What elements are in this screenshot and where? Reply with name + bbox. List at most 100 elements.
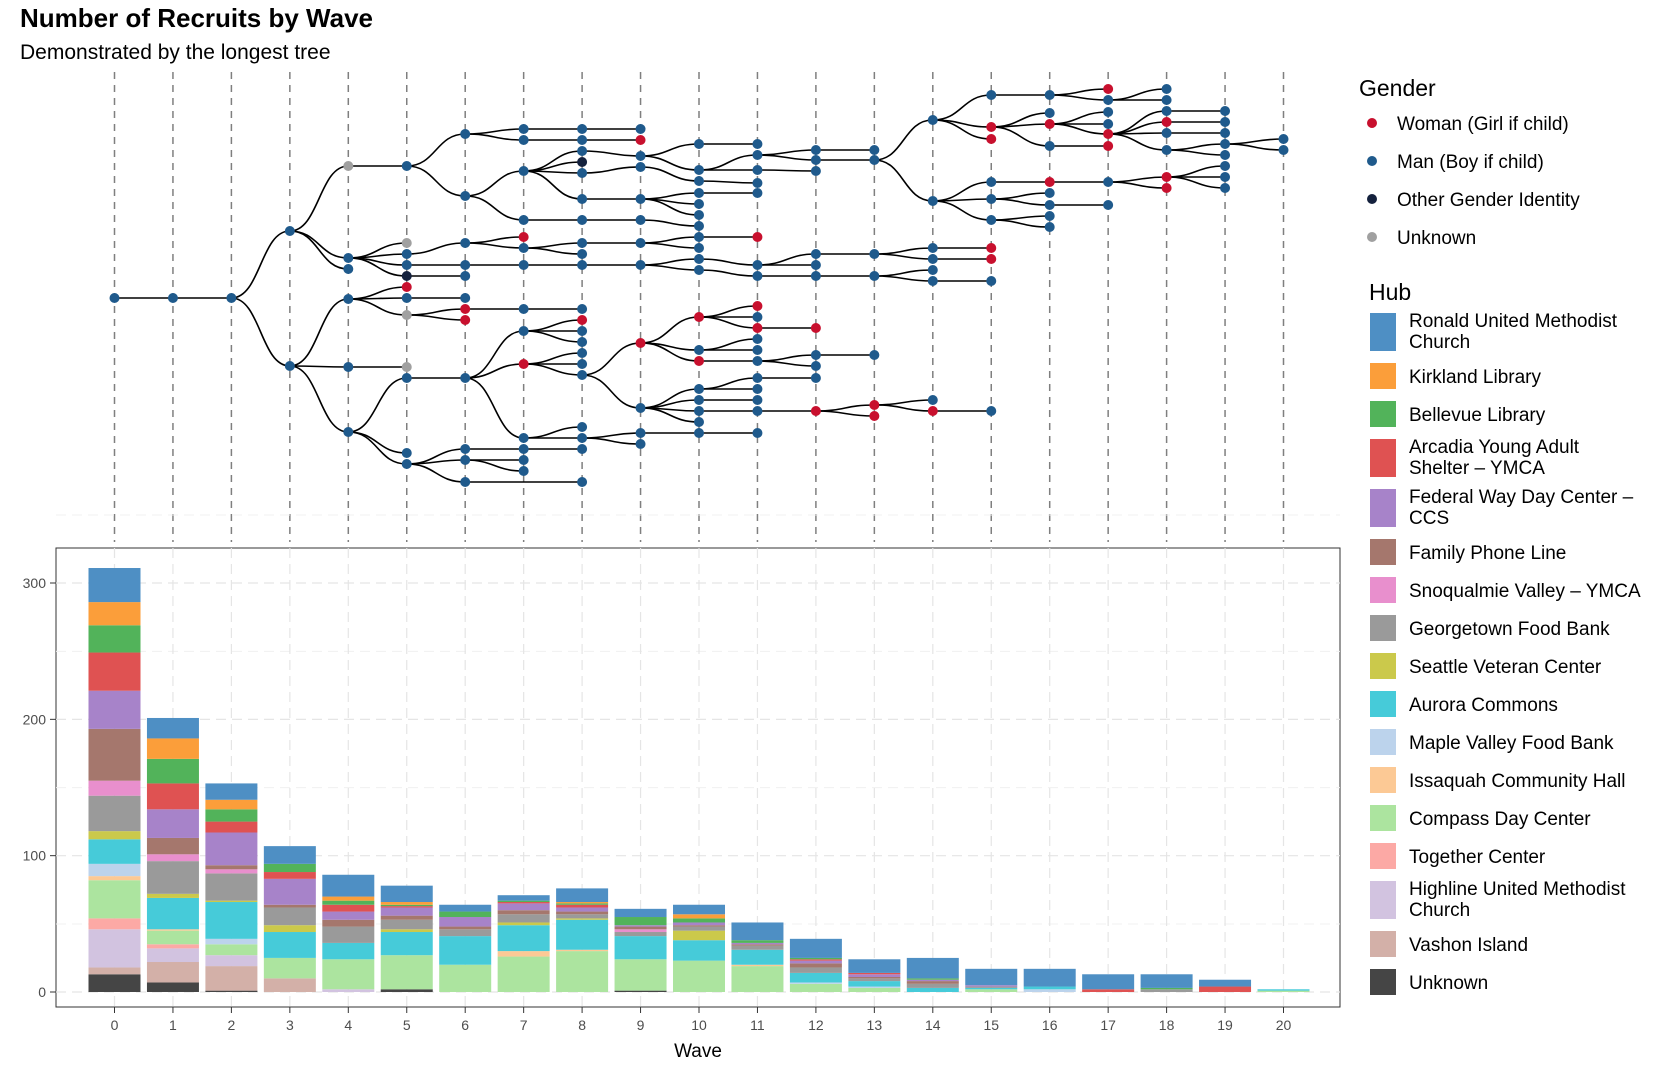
bar-segment: Aurora Commons (wave 3): 19 (263, 932, 316, 958)
tree-edge (991, 192, 1050, 200)
legend-swatch (1370, 767, 1396, 793)
tree-nodes (109, 84, 1289, 487)
bar-segment: Highline United Methodist Church (wave 0… (88, 929, 141, 968)
tree-edge (991, 123, 1050, 128)
tree-node-man (284, 226, 295, 236)
bar-segment: Seattle Veteran Center (wave 1): 3 (146, 893, 199, 898)
legend-hub-label: Georgetown Food Bank (1409, 619, 1610, 640)
bar-segment: Kirkland Library (wave 1): 15 (146, 738, 199, 759)
bar-segment: Vashon Island (wave 1): 15 (146, 962, 199, 983)
bar-segment: Bellevue Library (wave 7): 1 (497, 900, 550, 903)
tree-edge (874, 404, 933, 412)
legend-hub-label: Church (1409, 900, 1470, 921)
tree-node-man (694, 417, 704, 427)
tree-node-man (577, 168, 588, 178)
bar-segment: Compass Day Center (wave 11): 19 (731, 966, 784, 992)
tree-edge (932, 94, 992, 121)
tree-node-man (694, 243, 704, 253)
bar-segment: Bellevue Library (wave 1): 18 (146, 758, 199, 784)
legend-gender-label: Man (Boy if child) (1397, 152, 1544, 173)
bar-segment: Federal Way Day Center – CCS (wave 9): 1 (614, 925, 667, 927)
tree-edge (523, 426, 583, 439)
legend-hub-label: Church (1409, 332, 1470, 353)
tree-node-man (986, 177, 997, 187)
bar-segment: Kirkland Library (wave 8): 1 (556, 902, 609, 904)
bar-segment: Together Center (wave 1): 3 (146, 944, 199, 949)
x-tick-label: 1 (169, 1017, 177, 1033)
bar-segment: Bellevue Library (wave 9): 6 (614, 917, 667, 926)
bar-segment: Unknown (wave 2): 1 (205, 990, 258, 992)
tree-node-woman (986, 134, 997, 144)
bar-segment: Federal Way Day Center – CCS (wave 4): 6 (322, 911, 375, 920)
bar-segment: Georgetown Food Bank (wave 13): 2 (848, 978, 901, 982)
bar-segment: Compass Day Center (wave 7): 26 (497, 956, 550, 992)
tree-edge (698, 258, 758, 266)
tree-node-man (810, 155, 821, 165)
bar-segment: Family Phone Line (wave 2): 3 (205, 865, 258, 870)
bar-segment: Family Phone Line (wave 14): 2 (906, 981, 959, 984)
tree-node-man (518, 466, 529, 476)
tree-edge (348, 286, 407, 300)
tree-node-man (518, 326, 529, 336)
legend-gender-title: Gender (1359, 75, 1436, 101)
tree-edge (698, 377, 758, 390)
tree-node-man (401, 448, 412, 458)
tree-node-man (226, 293, 237, 303)
legend-hub-label: Family Phone Line (1409, 543, 1566, 564)
tree-node-man (1044, 90, 1055, 100)
bar-segment: Family Phone Line (wave 8): 2 (556, 911, 609, 915)
tree-edge (406, 133, 466, 167)
tree-node-man (869, 145, 880, 155)
tree-edge (465, 195, 524, 221)
legend-hub-label: Unknown (1409, 973, 1488, 994)
tree-node-man (694, 406, 704, 416)
bar-segment: Arcadia Young Adult Shelter – YMCA (wave… (205, 821, 258, 833)
tree-edge (991, 219, 1050, 228)
bar-segment: Compass Day Center (wave 5): 25 (380, 955, 433, 990)
bar-segment: Arcadia Young Adult Shelter – YMCA (wave… (88, 652, 141, 691)
tree-edge (640, 236, 700, 244)
tree-node-man (635, 194, 646, 204)
legend-hub-label: Kirkland Library (1409, 367, 1541, 388)
tree-node-man (1044, 211, 1055, 221)
tree-node-man (460, 238, 471, 248)
tree-edge (465, 459, 524, 472)
tree-edge (1049, 123, 1109, 135)
bar-segment: Issaquah Community Hall (wave 11): 1 (731, 964, 784, 967)
tree-node-man (635, 162, 646, 172)
legend-swatch (1370, 729, 1396, 755)
x-tick-label: 19 (1217, 1017, 1233, 1033)
bar-segment: Maple Valley Food Bank (wave 0): 9 (88, 863, 141, 877)
tree-edge (1108, 121, 1167, 135)
tree-node-man (635, 439, 646, 449)
tree-node-man (1220, 172, 1231, 182)
tree-edge (1166, 143, 1226, 151)
tree-node-man (401, 260, 412, 270)
legend-key-man (1367, 156, 1377, 166)
bar-segment: Bellevue Library (wave 0): 20 (88, 625, 141, 653)
tree-node-man (1103, 107, 1114, 117)
bar-segment: Federal Way Day Center – CCS (wave 2): 2… (205, 832, 258, 866)
tree-node-unknown (401, 362, 412, 372)
tree-node-man (577, 215, 588, 225)
bar-segment: Issaquah Community Hall (wave 1): 1 (146, 929, 199, 931)
tree-edge (815, 404, 875, 412)
bar-segment: Aurora Commons (wave 5): 17 (380, 932, 433, 956)
tree-node-woman (752, 301, 763, 311)
bar-segment: Compass Day Center (wave 8): 30 (556, 951, 609, 992)
tree-edge (523, 242, 583, 249)
tree-edge (523, 247, 583, 255)
tree-node-man (401, 459, 412, 469)
bar-segment: Aurora Commons (wave 15): 1 (965, 987, 1018, 990)
tree-node-man (810, 373, 821, 383)
bar-segment: Issaquah Community Hall (wave 0): 3 (88, 876, 141, 881)
tree-node-man (518, 124, 529, 134)
legend-hub-label: Ronald United Methodist (1409, 311, 1618, 332)
tree-edge (640, 388, 700, 409)
tree-edge (1049, 88, 1109, 96)
x-tick-label: 6 (461, 1017, 469, 1033)
tree-edge (991, 126, 1050, 147)
tree-node-man (401, 161, 412, 171)
tree-node-man (401, 373, 412, 383)
tree-node-man (752, 312, 763, 322)
